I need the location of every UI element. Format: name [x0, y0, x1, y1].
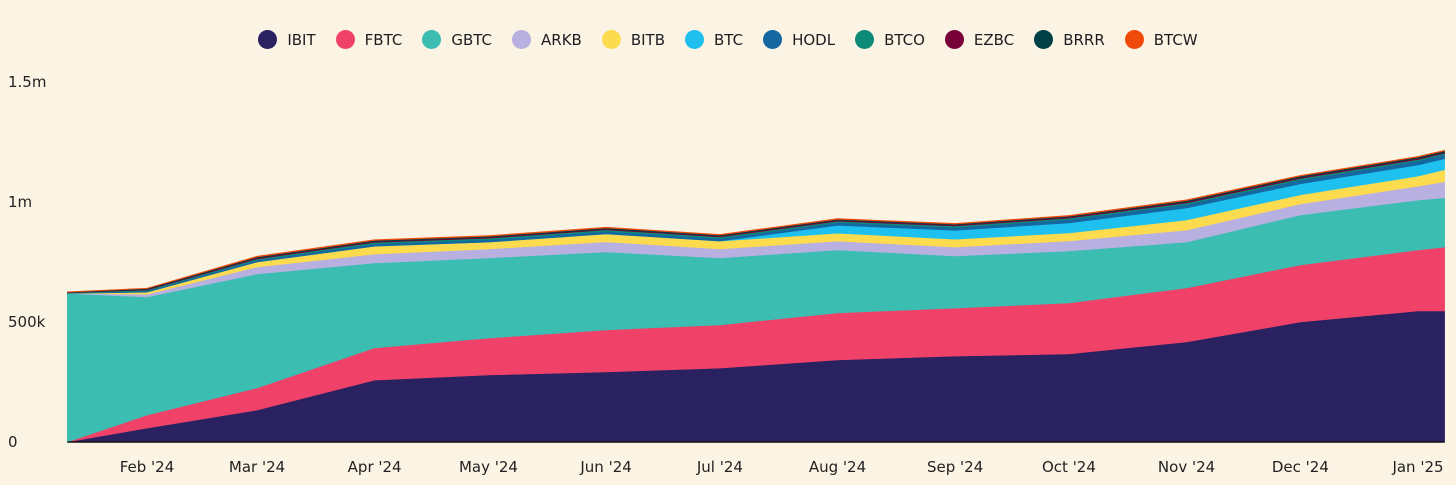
legend-swatch	[335, 30, 355, 49]
legend-label: BTCO	[884, 30, 925, 49]
legend-swatch	[1034, 30, 1054, 49]
legend-swatch	[855, 30, 875, 49]
legend-item-ibit[interactable]: IBIT	[258, 30, 316, 49]
legend-item-fbtc[interactable]: FBTC	[335, 30, 403, 49]
x-tick-label: Oct '24	[1042, 458, 1096, 476]
legend-swatch	[685, 30, 704, 49]
legend-label: BTCW	[1153, 30, 1198, 49]
x-tick-label: Feb '24	[120, 458, 175, 476]
x-tick-label: Mar '24	[229, 458, 285, 476]
legend: IBIT FBTC GBTC ARKB BITB BTC HODL BTCO EZBC BRRR B…	[0, 30, 1456, 49]
legend-item-hodl[interactable]: HODL	[763, 30, 835, 49]
legend-swatch	[512, 30, 532, 49]
legend-label: BTC	[714, 30, 744, 49]
legend-item-bitb[interactable]: BITB	[601, 30, 665, 49]
x-tick-label: Aug '24	[809, 458, 866, 476]
area-btcw	[67, 149, 1445, 293]
x-tick-label: Jun '24	[579, 458, 631, 476]
legend-label: BRRR	[1063, 30, 1105, 49]
x-tick-label: Jul '24	[696, 458, 743, 476]
legend-item-arkb[interactable]: ARKB	[512, 30, 582, 49]
legend-swatch	[422, 30, 442, 49]
y-tick-label: 500k	[8, 313, 46, 331]
legend-label: GBTC	[451, 30, 493, 49]
legend-swatch	[258, 30, 278, 49]
legend-item-ezbc[interactable]: EZBC	[944, 30, 1015, 49]
legend-item-gbtc[interactable]: GBTC	[422, 30, 492, 49]
y-tick-label: 0	[8, 433, 18, 451]
legend-swatch	[1124, 30, 1144, 49]
x-tick-label: May '24	[459, 458, 518, 476]
legend-label: ARKB	[541, 30, 582, 49]
legend-swatch	[601, 30, 621, 49]
legend-item-btcw[interactable]: BTCW	[1124, 30, 1198, 49]
legend-label: IBIT	[287, 30, 316, 49]
x-tick-label: Apr '24	[348, 458, 402, 476]
x-tick-label: Nov '24	[1158, 458, 1215, 476]
legend-item-btc[interactable]: BTC	[685, 30, 743, 49]
legend-item-btco[interactable]: BTCO	[855, 30, 925, 49]
legend-swatch	[944, 30, 964, 49]
legend-label: BITB	[630, 30, 665, 49]
legend-label: EZBC	[973, 30, 1015, 49]
x-tick-label: Jan '25	[1391, 458, 1443, 476]
x-tick-label: Dec '24	[1272, 458, 1329, 476]
legend-label: HODL	[792, 30, 836, 49]
legend-label: FBTC	[364, 30, 403, 49]
y-tick-label: 1.5m	[8, 73, 46, 91]
x-tick-label: Sep '24	[927, 458, 983, 476]
legend-item-brrr[interactable]: BRRR	[1034, 30, 1105, 49]
legend-swatch	[763, 30, 783, 49]
y-tick-label: 1m	[8, 193, 32, 211]
